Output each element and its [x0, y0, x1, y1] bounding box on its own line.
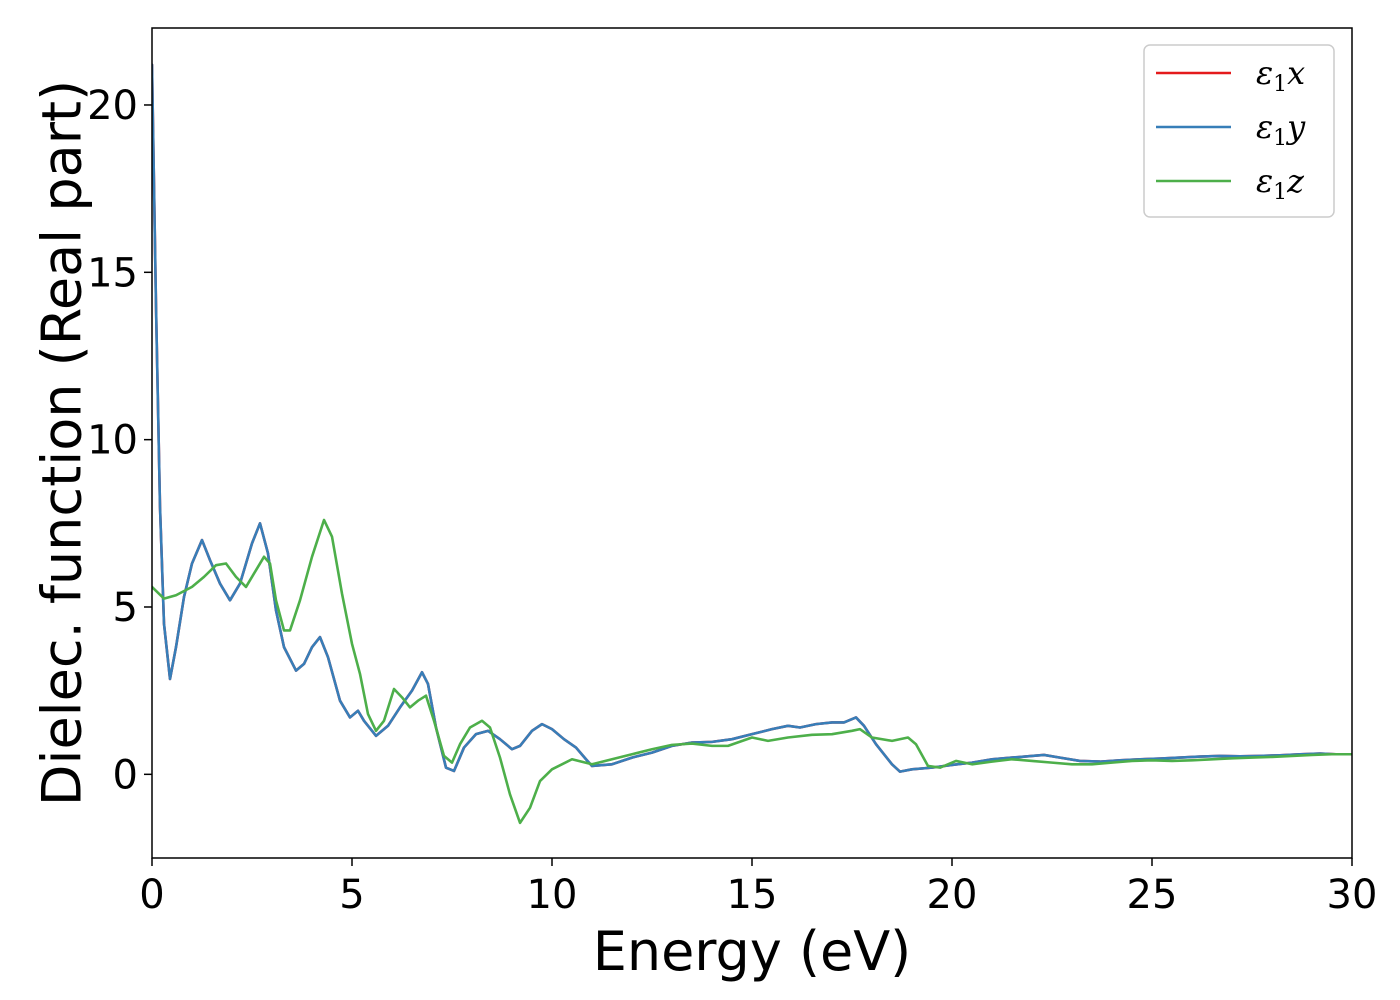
legend-label-y: ε1y: [1256, 108, 1306, 151]
y-tick-label: 20: [87, 83, 138, 129]
y-tick-label: 15: [87, 250, 138, 296]
y-tick-label: 0: [113, 752, 138, 798]
x-tick-label: 0: [139, 872, 164, 918]
legend: ε1x ε1y ε1z: [1143, 44, 1335, 218]
x-tick-label: 15: [727, 872, 778, 918]
y-axis: 0 5 10 15 20: [87, 83, 152, 798]
x-tick-label: 20: [927, 872, 978, 918]
legend-label-z: ε1z: [1256, 162, 1305, 205]
x-axis: 0 5 10 15 20 25 30: [139, 858, 1377, 918]
series-line-z: [152, 518, 1352, 825]
x-tick-label: 25: [1127, 872, 1178, 918]
legend-label-x: ε1x: [1256, 54, 1305, 97]
x-tick-label: 30: [1327, 872, 1378, 918]
y-axis-title: Dielec. function (Real part): [31, 80, 94, 806]
legend-box: [1143, 44, 1335, 218]
y-tick-label: 10: [87, 418, 138, 464]
y-tick-label: 5: [113, 585, 138, 631]
x-axis-title: Energy (eV): [593, 920, 912, 983]
series-layer: [152, 63, 1352, 825]
x-tick-label: 5: [339, 872, 364, 918]
x-tick-label: 10: [527, 872, 578, 918]
